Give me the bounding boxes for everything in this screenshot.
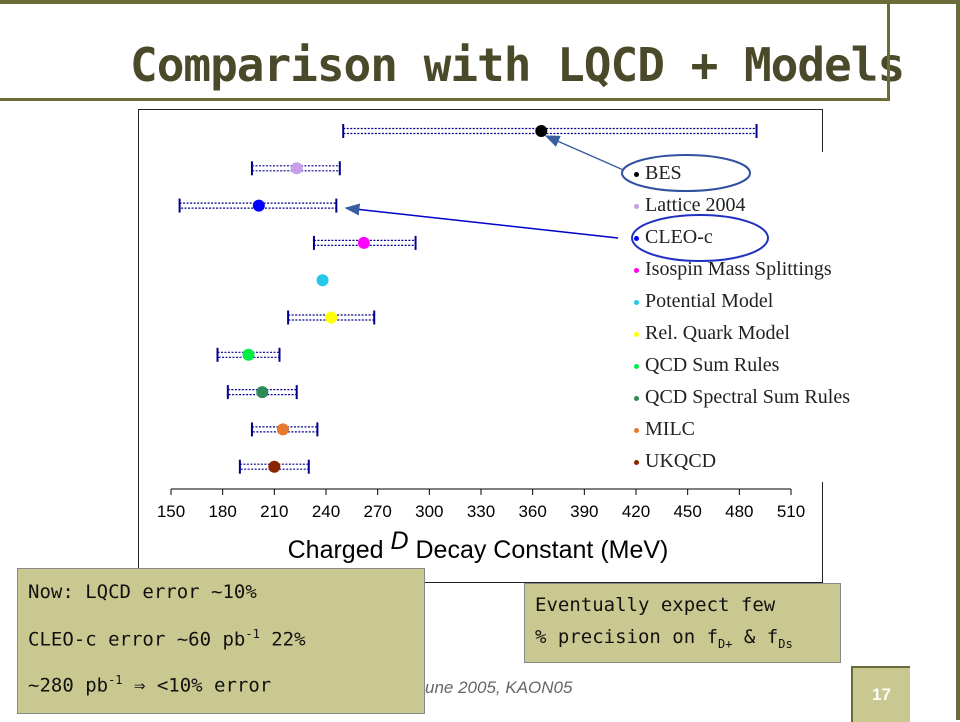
x-axis-label-d: D: [390, 527, 408, 555]
legend-label: QCD Spectral Sum Rules: [645, 386, 850, 408]
x-tick-label: 270: [363, 502, 391, 521]
note-right-line1: Eventually expect few: [535, 594, 776, 616]
x-tick-label: 210: [260, 502, 288, 521]
legend-item: Lattice 2004: [634, 194, 746, 217]
x-tick-label: 510: [777, 502, 805, 521]
legend-bullet-icon: [634, 267, 639, 273]
error-bar: [342, 127, 758, 135]
title-underline: [0, 98, 887, 101]
data-point: [535, 125, 548, 137]
data-point: [357, 236, 370, 249]
x-axis-label-post: Decay Constant (MeV): [416, 536, 669, 564]
x-tick-label: 390: [570, 502, 598, 521]
data-point: [256, 386, 269, 399]
note-precision: Eventually expect few % precision on fD+…: [524, 583, 841, 663]
legend-bullet-icon: [634, 395, 639, 401]
legend-label: Potential Model: [645, 290, 774, 312]
x-tick-label: 180: [208, 502, 236, 521]
legend-label: QCD Sum Rules: [645, 354, 780, 376]
x-tick-label: 300: [415, 502, 443, 521]
x-tick-label: 420: [622, 502, 650, 521]
chart-marks-group: [178, 124, 758, 474]
x-axis-label-pre: Charged: [288, 536, 391, 564]
x-tick-label: 450: [673, 502, 701, 521]
legend-bullet-icon: [634, 203, 639, 209]
legend-bullet-icon: [634, 235, 639, 241]
legend-bullet-icon: [634, 363, 639, 369]
x-tick-label: 360: [518, 502, 546, 521]
x-tick-label: 480: [725, 502, 753, 521]
legend-bullet-icon: [634, 331, 639, 337]
legend-item: Isospin Mass Splittings: [634, 258, 832, 281]
legend-label: CLEO-c: [645, 226, 713, 248]
data-point: [290, 162, 303, 175]
data-point: [325, 311, 338, 324]
page-number: 17: [851, 666, 910, 722]
note-left-line3: ~280 pb-1 ⇒ <10% error: [28, 673, 272, 697]
bes-callout-arrow: [544, 135, 629, 173]
legend-bullet-icon: [634, 459, 639, 465]
legend-label: MILC: [645, 418, 695, 440]
legend-item: UKQCD: [634, 450, 716, 473]
legend-label: Lattice 2004: [645, 194, 746, 216]
legend-item: BES: [634, 162, 682, 185]
legend-bullet-icon: [634, 299, 639, 305]
data-point: [268, 460, 281, 473]
title-side-rule: [887, 4, 890, 101]
x-tick-label: 330: [467, 502, 495, 521]
legend-item: QCD Sum Rules: [634, 354, 779, 377]
frame-right-border: [956, 0, 960, 720]
legend-item: QCD Spectral Sum Rules: [634, 386, 850, 409]
legend-bullet-icon: [634, 427, 639, 433]
x-tick-label: 240: [312, 502, 340, 521]
legend-item: Potential Model: [634, 290, 773, 313]
note-right-line2: % precision on fD+ & fDs: [535, 626, 793, 651]
x-axis: 150 180 210 240 270 300 330 360 390 420 450 480 510: [157, 488, 805, 521]
x-axis-label: Charged D Decay Constant (MeV): [288, 527, 669, 564]
note-lqcd-error: Now: LQCD error ~10% CLEO-c error ~60 pb…: [17, 568, 425, 714]
chart-legend: BES Lattice 2004 CLEO-c Isospin Mass Splitt…: [622, 152, 944, 482]
legend-item: Rel. Quark Model: [634, 322, 790, 345]
implies-arrow-icon: ⇒: [122, 674, 157, 697]
note-left-line1: Now: LQCD error ~10%: [28, 581, 257, 603]
legend-label: UKQCD: [645, 450, 717, 472]
data-point: [316, 274, 329, 287]
legend-item: CLEO-c: [634, 226, 713, 249]
legend-item: MILC: [634, 418, 695, 441]
slide-footer: une 2005, KAON05: [425, 678, 573, 697]
legend-label: Rel. Quark Model: [645, 322, 790, 344]
data-point: [276, 423, 289, 436]
frame-top-border: [0, 0, 960, 4]
cleo-callout-arrow: [344, 203, 619, 239]
data-point: [242, 348, 255, 361]
legend-label: Isospin Mass Splittings: [645, 258, 832, 280]
note-left-line2: CLEO-c error ~60 pb-1 22%: [28, 627, 306, 651]
legend-label: BES: [645, 162, 682, 184]
legend-bullet-icon: [634, 171, 639, 177]
slide-title: Comparison with LQCD + Models: [130, 38, 905, 92]
x-tick-label: 150: [157, 502, 185, 521]
data-point: [252, 199, 265, 212]
